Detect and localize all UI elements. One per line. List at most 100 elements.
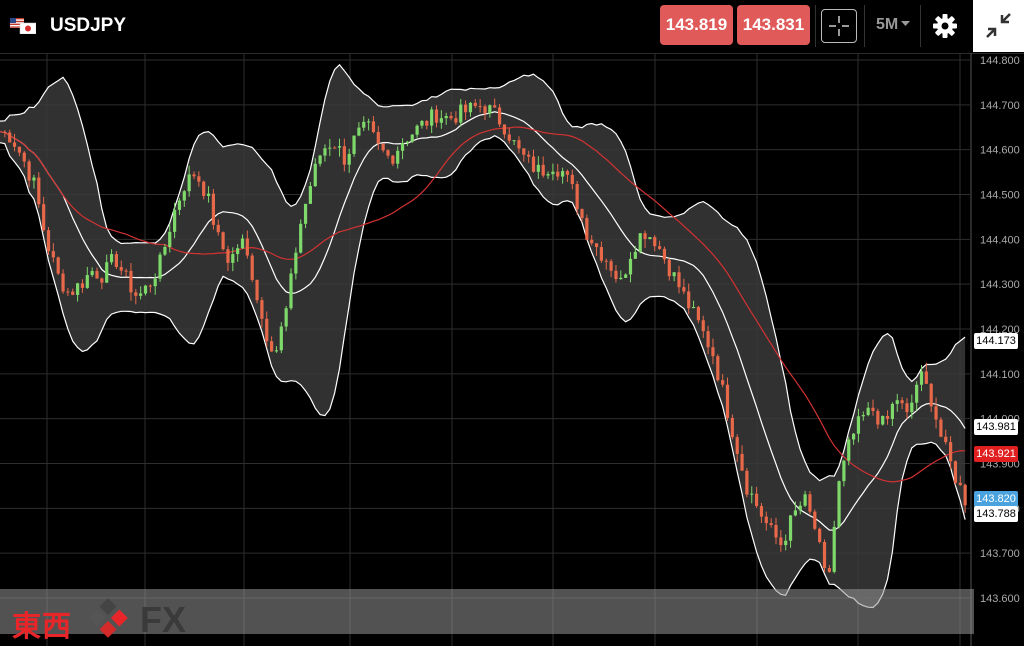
candle <box>270 336 274 352</box>
y-tick-label: 144.700 <box>980 100 1020 112</box>
candle <box>129 262 133 301</box>
candle <box>124 268 128 277</box>
candle <box>502 124 506 139</box>
sell-price-button[interactable]: 143.819 <box>660 5 733 45</box>
candle <box>915 381 919 411</box>
candle <box>454 111 458 125</box>
collapse-button[interactable] <box>973 0 1024 52</box>
candle <box>391 155 395 167</box>
y-tick-label: 143.600 <box>980 593 1020 605</box>
candle <box>527 150 531 163</box>
candle <box>173 202 177 239</box>
candle <box>299 219 303 254</box>
candle <box>924 362 928 384</box>
candle <box>701 315 705 338</box>
candle <box>342 138 346 172</box>
candle <box>774 517 778 545</box>
candle <box>653 235 657 252</box>
gear-icon[interactable] <box>931 12 959 40</box>
candle <box>376 125 380 150</box>
candle <box>958 475 962 487</box>
symbol-label[interactable]: USDJPY <box>50 15 127 36</box>
candle <box>371 116 376 134</box>
candle <box>822 539 827 573</box>
candle <box>745 467 749 498</box>
candle <box>95 267 99 279</box>
candle <box>197 171 201 187</box>
candle <box>522 148 526 162</box>
price-axis: 144.800 144.700 144.600 144.500 144.400 144.3… <box>970 53 1020 646</box>
candle <box>531 149 536 173</box>
candle <box>779 529 783 552</box>
candle <box>284 306 288 332</box>
candle <box>624 273 628 278</box>
candle <box>12 133 17 152</box>
candle <box>808 491 812 514</box>
candle <box>119 260 123 276</box>
candle <box>158 252 162 282</box>
candle <box>832 520 836 574</box>
candle <box>755 486 759 508</box>
buy-price-button[interactable]: 143.831 <box>737 5 810 45</box>
candle <box>682 278 686 295</box>
candle <box>730 414 734 440</box>
candle <box>861 411 865 421</box>
candle <box>939 417 943 438</box>
candle <box>236 244 240 262</box>
candle <box>827 565 831 573</box>
candle <box>706 325 710 355</box>
candle <box>725 377 730 421</box>
candle <box>488 104 492 118</box>
candle <box>134 288 138 305</box>
candle <box>609 259 613 278</box>
candle <box>759 502 764 523</box>
candle <box>294 247 298 280</box>
bollinger-band-fill <box>0 64 966 608</box>
candle <box>551 163 555 181</box>
candle <box>900 397 904 410</box>
candle <box>648 237 652 240</box>
candle <box>386 149 390 159</box>
candle <box>604 258 608 270</box>
candle <box>367 118 371 131</box>
candle <box>658 240 662 250</box>
candle <box>449 111 453 121</box>
y-tick-label: 144.600 <box>980 145 1020 157</box>
candle <box>362 116 366 131</box>
candle <box>211 188 215 230</box>
moving-average-line <box>0 126 966 483</box>
bollinger-upper-line <box>0 63 966 482</box>
candle <box>318 154 322 167</box>
candle <box>721 374 725 388</box>
candle <box>459 99 463 127</box>
candle <box>667 258 671 281</box>
candle <box>687 283 691 315</box>
crosshair-button[interactable] <box>821 9 857 43</box>
y-tick-label: 144.400 <box>980 234 1020 246</box>
candle <box>32 174 36 189</box>
candle <box>337 138 342 157</box>
candle <box>478 99 482 113</box>
candle <box>536 156 540 179</box>
candle <box>842 459 846 487</box>
divider <box>815 5 816 47</box>
price-badge: 143.921 <box>974 446 1018 463</box>
candle <box>735 434 739 463</box>
candle <box>260 297 264 328</box>
candle <box>143 284 148 296</box>
price-badge: 143.788 <box>974 505 1018 522</box>
price-chart[interactable]: 144.800 144.700 144.600 144.500 144.400 144.3… <box>0 53 1024 646</box>
candle <box>265 311 269 347</box>
candle <box>507 127 511 144</box>
candle <box>415 124 419 138</box>
candle <box>740 445 744 471</box>
candle <box>691 300 696 309</box>
candle <box>852 433 856 445</box>
candle <box>628 252 633 283</box>
candle <box>202 180 206 200</box>
y-tick-label: 143.700 <box>980 548 1020 560</box>
crosshair-icon <box>829 16 849 36</box>
candle <box>221 231 225 251</box>
candle <box>182 190 186 207</box>
candle <box>76 282 80 302</box>
